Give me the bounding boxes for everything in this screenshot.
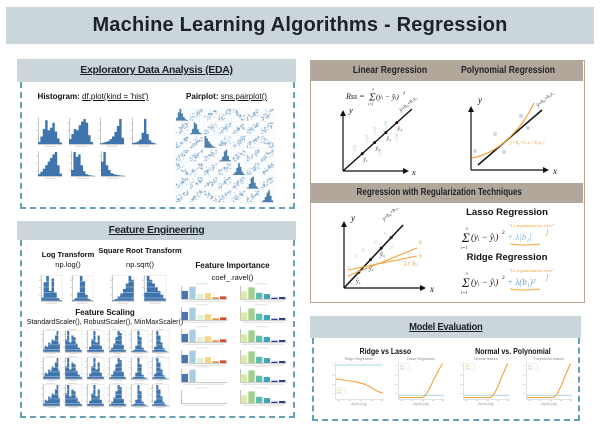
svg-text:Rss =: Rss = [345, 92, 365, 101]
svg-text:λ↑ b↓: λ↑ b↓ [403, 260, 419, 268]
svg-text:y: y [348, 105, 353, 115]
svg-text:"L2 regularization term": "L2 regularization term" [509, 268, 554, 273]
svg-text:Alpha (log): Alpha (log) [413, 402, 428, 406]
svg-text:x: x [411, 167, 416, 177]
svg-text:yᵢ: yᵢ [377, 148, 382, 154]
svg-text:yᵢ: yᵢ [346, 264, 350, 270]
svg-text:Σ: Σ [461, 230, 470, 245]
svg-text:x: x [552, 166, 557, 176]
svg-text:Ridge Regression: Ridge Regression [345, 357, 374, 361]
svg-text:ŷ₁: ŷ₁ [355, 279, 361, 285]
svg-text:ŷ₂: ŷ₂ [375, 146, 380, 152]
svg-text:ŷ₁: ŷ₁ [362, 157, 367, 163]
svg-text:2: 2 [403, 90, 405, 95]
svg-text:b: b [419, 254, 422, 260]
svg-text:ŷ=b₀+b₁x₁: ŷ=b₀+b₁x₁ [535, 91, 556, 109]
svg-text:+ λ(b₁)²: + λ(b₁)² [507, 277, 536, 287]
svg-text:b: b [419, 240, 422, 246]
svg-text:yᵢ: yᵢ [383, 120, 388, 126]
svg-text:y: y [350, 213, 355, 223]
svg-text:Alpha (log): Alpha (log) [478, 402, 493, 406]
svg-text:ŷ₄: ŷ₄ [397, 126, 402, 132]
svg-text:yᵢ: yᵢ [389, 244, 393, 250]
svg-text:x: x [429, 284, 434, 294]
svg-text:^: ^ [466, 272, 469, 278]
svg-text:Polynomial feature: Polynomial feature [534, 357, 564, 361]
svg-text:i=1: i=1 [461, 290, 468, 295]
svg-text:yᵢ: yᵢ [361, 247, 365, 253]
svg-text:i=1: i=1 [461, 245, 468, 250]
svg-text:yᵢ: yᵢ [394, 132, 399, 138]
svg-text:ŷ=b₀+b₁x₁+b₂x₁²: ŷ=b₀+b₁x₁+b₂x₁² [509, 140, 545, 146]
svg-text:yᵢ: yᵢ [372, 126, 377, 132]
svg-text:2: 2 [502, 230, 505, 236]
svg-text:ŷ₃: ŷ₃ [386, 136, 391, 142]
svg-text:yᵢ: yᵢ [373, 239, 377, 245]
svg-text:Alpha (log): Alpha (log) [351, 402, 366, 406]
svg-text:(yᵢ − ŷᵢ): (yᵢ − ŷᵢ) [471, 277, 498, 287]
svg-text:Normal feature: Normal feature [474, 357, 498, 361]
svg-text:yᵢ: yᵢ [363, 266, 367, 272]
svg-text:2: 2 [502, 275, 505, 281]
svg-text:ŷ₂: ŷ₂ [368, 266, 374, 272]
svg-text:^: ^ [372, 89, 375, 94]
svg-text:yᵢ: yᵢ [383, 230, 387, 236]
svg-text:(yᵢ − ŷᵢ): (yᵢ − ŷᵢ) [471, 232, 498, 242]
svg-text:(yᵢ − ŷᵢ): (yᵢ − ŷᵢ) [376, 92, 399, 101]
svg-text:y: y [477, 95, 482, 105]
svg-text:Lasso Regression: Lasso Regression [407, 357, 436, 361]
svg-text:i=1: i=1 [368, 102, 374, 107]
svg-text:+ λ|b₁|: + λ|b₁| [507, 232, 532, 242]
svg-text:ŷ=b₀+b₁x₁: ŷ=b₀+b₁x₁ [381, 208, 401, 223]
svg-text:Σ: Σ [368, 92, 376, 104]
svg-text:yᵢ: yᵢ [354, 253, 358, 259]
svg-text:^: ^ [466, 227, 469, 233]
svg-text:yᵢ: yᵢ [375, 260, 379, 266]
svg-text:Alpha (log): Alpha (log) [541, 402, 556, 406]
svg-text:yᵢ: yᵢ [364, 134, 369, 140]
svg-text:Σ: Σ [461, 275, 470, 290]
svg-text:"L1 regularization term": "L1 regularization term" [509, 223, 554, 228]
svg-text:ŷ₃: ŷ₃ [379, 252, 385, 258]
svg-text:yᵢ: yᵢ [352, 144, 357, 150]
